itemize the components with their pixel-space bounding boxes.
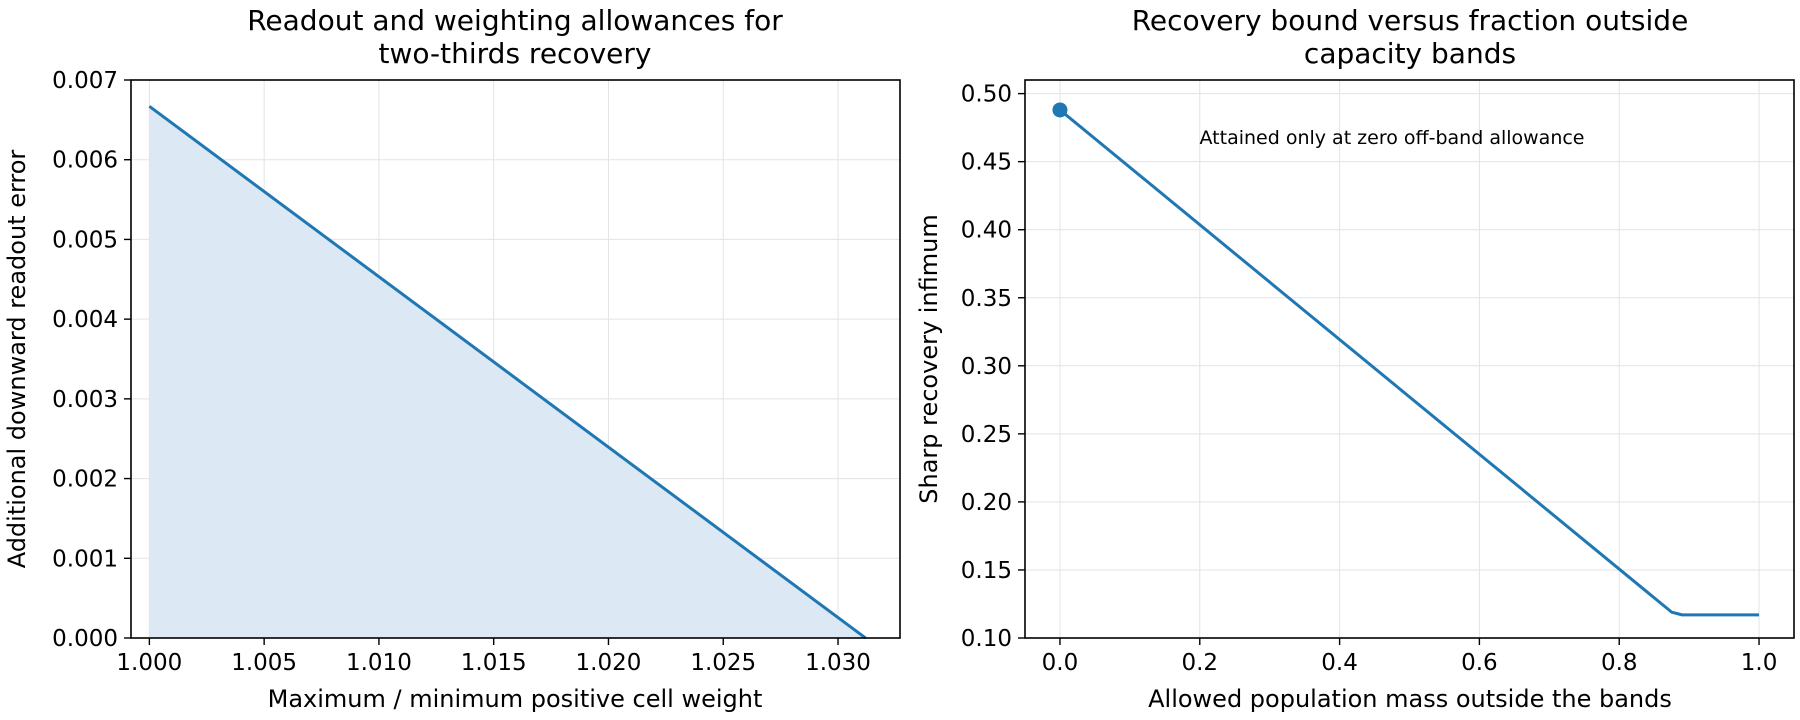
left-chart-y-tick-label: 0.001 <box>52 546 118 572</box>
left-chart-plot-area <box>148 105 867 640</box>
left-chart-ticks: 1.000 1.005 1.010 1.015 1.020 1.025 1.030 0.000… <box>52 68 871 676</box>
right-chart-y-tick-label: 0.45 <box>961 150 1012 176</box>
right-chart-y-tick-label: 0.35 <box>961 286 1012 312</box>
left-chart-x-tick-label: 1.030 <box>805 650 871 676</box>
left-chart-title-line-2: two-thirds recovery <box>379 37 652 70</box>
left-chart-y-axis-label: Additional downward readout error <box>3 150 31 569</box>
right-chart-marker-point <box>1052 102 1068 118</box>
right-chart-y-tick-label: 0.50 <box>961 82 1012 108</box>
right-chart-annotation: Attained only at zero off-band allowance <box>1200 127 1585 149</box>
right-chart-x-tick-label: 0.0 <box>1042 650 1079 676</box>
right-chart-series-line <box>1059 108 1760 617</box>
left-chart-x-axis-label: Maximum / minimum positive cell weight <box>268 685 763 713</box>
left-chart-x-tick-label: 1.005 <box>231 650 297 676</box>
left-chart-y-tick-label: 0.005 <box>52 227 118 253</box>
right-chart-x-axis-label: Allowed population mass outside the band… <box>1148 685 1672 713</box>
right-chart-title-line-1: Recovery bound versus fraction outside <box>1132 4 1689 37</box>
right-chart-y-tick-label: 0.30 <box>961 354 1012 380</box>
right-chart-gridlines <box>1025 80 1794 639</box>
right-chart-title-line-2: capacity bands <box>1304 37 1516 70</box>
right-chart-y-axis-label: Sharp recovery infimum <box>915 214 943 504</box>
right-chart-y-tick-label: 0.25 <box>961 422 1012 448</box>
left-chart-x-tick-label: 1.025 <box>690 650 756 676</box>
left-chart-y-tick-label: 0.007 <box>52 68 118 94</box>
right-chart-x-tick-label: 0.2 <box>1181 650 1218 676</box>
right-chart-y-tick-label: 0.40 <box>961 218 1012 244</box>
right-chart-plot-area <box>1052 102 1760 617</box>
left-chart: Readout and weighting allowances for two… <box>3 4 901 713</box>
right-chart-y-tick-label: 0.10 <box>961 626 1012 652</box>
right-chart-axes-frame <box>1024 79 1795 639</box>
right-chart-x-tick-label: 0.6 <box>1461 650 1498 676</box>
right-chart-y-tick-label: 0.20 <box>961 490 1012 516</box>
left-chart-y-tick-label: 0.000 <box>52 626 118 652</box>
left-chart-axes-frame <box>130 79 901 639</box>
left-chart-title-line-1: Readout and weighting allowances for <box>247 4 783 37</box>
left-chart-y-tick-label: 0.006 <box>52 148 118 174</box>
right-chart-ticks: 0.0 0.2 0.4 0.6 0.8 1.0 0.10 0.15 0.20 0.25 0.30 0.… <box>961 82 1778 676</box>
left-chart-x-tick-label: 1.020 <box>576 650 642 676</box>
right-chart: Recovery bound versus fraction outside c… <box>915 4 1795 713</box>
left-chart-x-tick-label: 1.015 <box>461 650 527 676</box>
right-chart-x-tick-label: 0.8 <box>1601 650 1638 676</box>
left-chart-x-tick-label: 1.000 <box>116 650 182 676</box>
left-chart-y-tick-label: 0.003 <box>52 387 118 413</box>
left-chart-x-tick-label: 1.010 <box>346 650 412 676</box>
right-chart-y-tick-label: 0.15 <box>961 558 1012 584</box>
left-chart-y-tick-label: 0.002 <box>52 467 118 493</box>
left-chart-series-line <box>148 105 867 640</box>
left-chart-y-tick-label: 0.004 <box>52 307 118 333</box>
right-chart-x-tick-label: 0.4 <box>1321 650 1358 676</box>
right-chart-x-tick-label: 1.0 <box>1741 650 1778 676</box>
